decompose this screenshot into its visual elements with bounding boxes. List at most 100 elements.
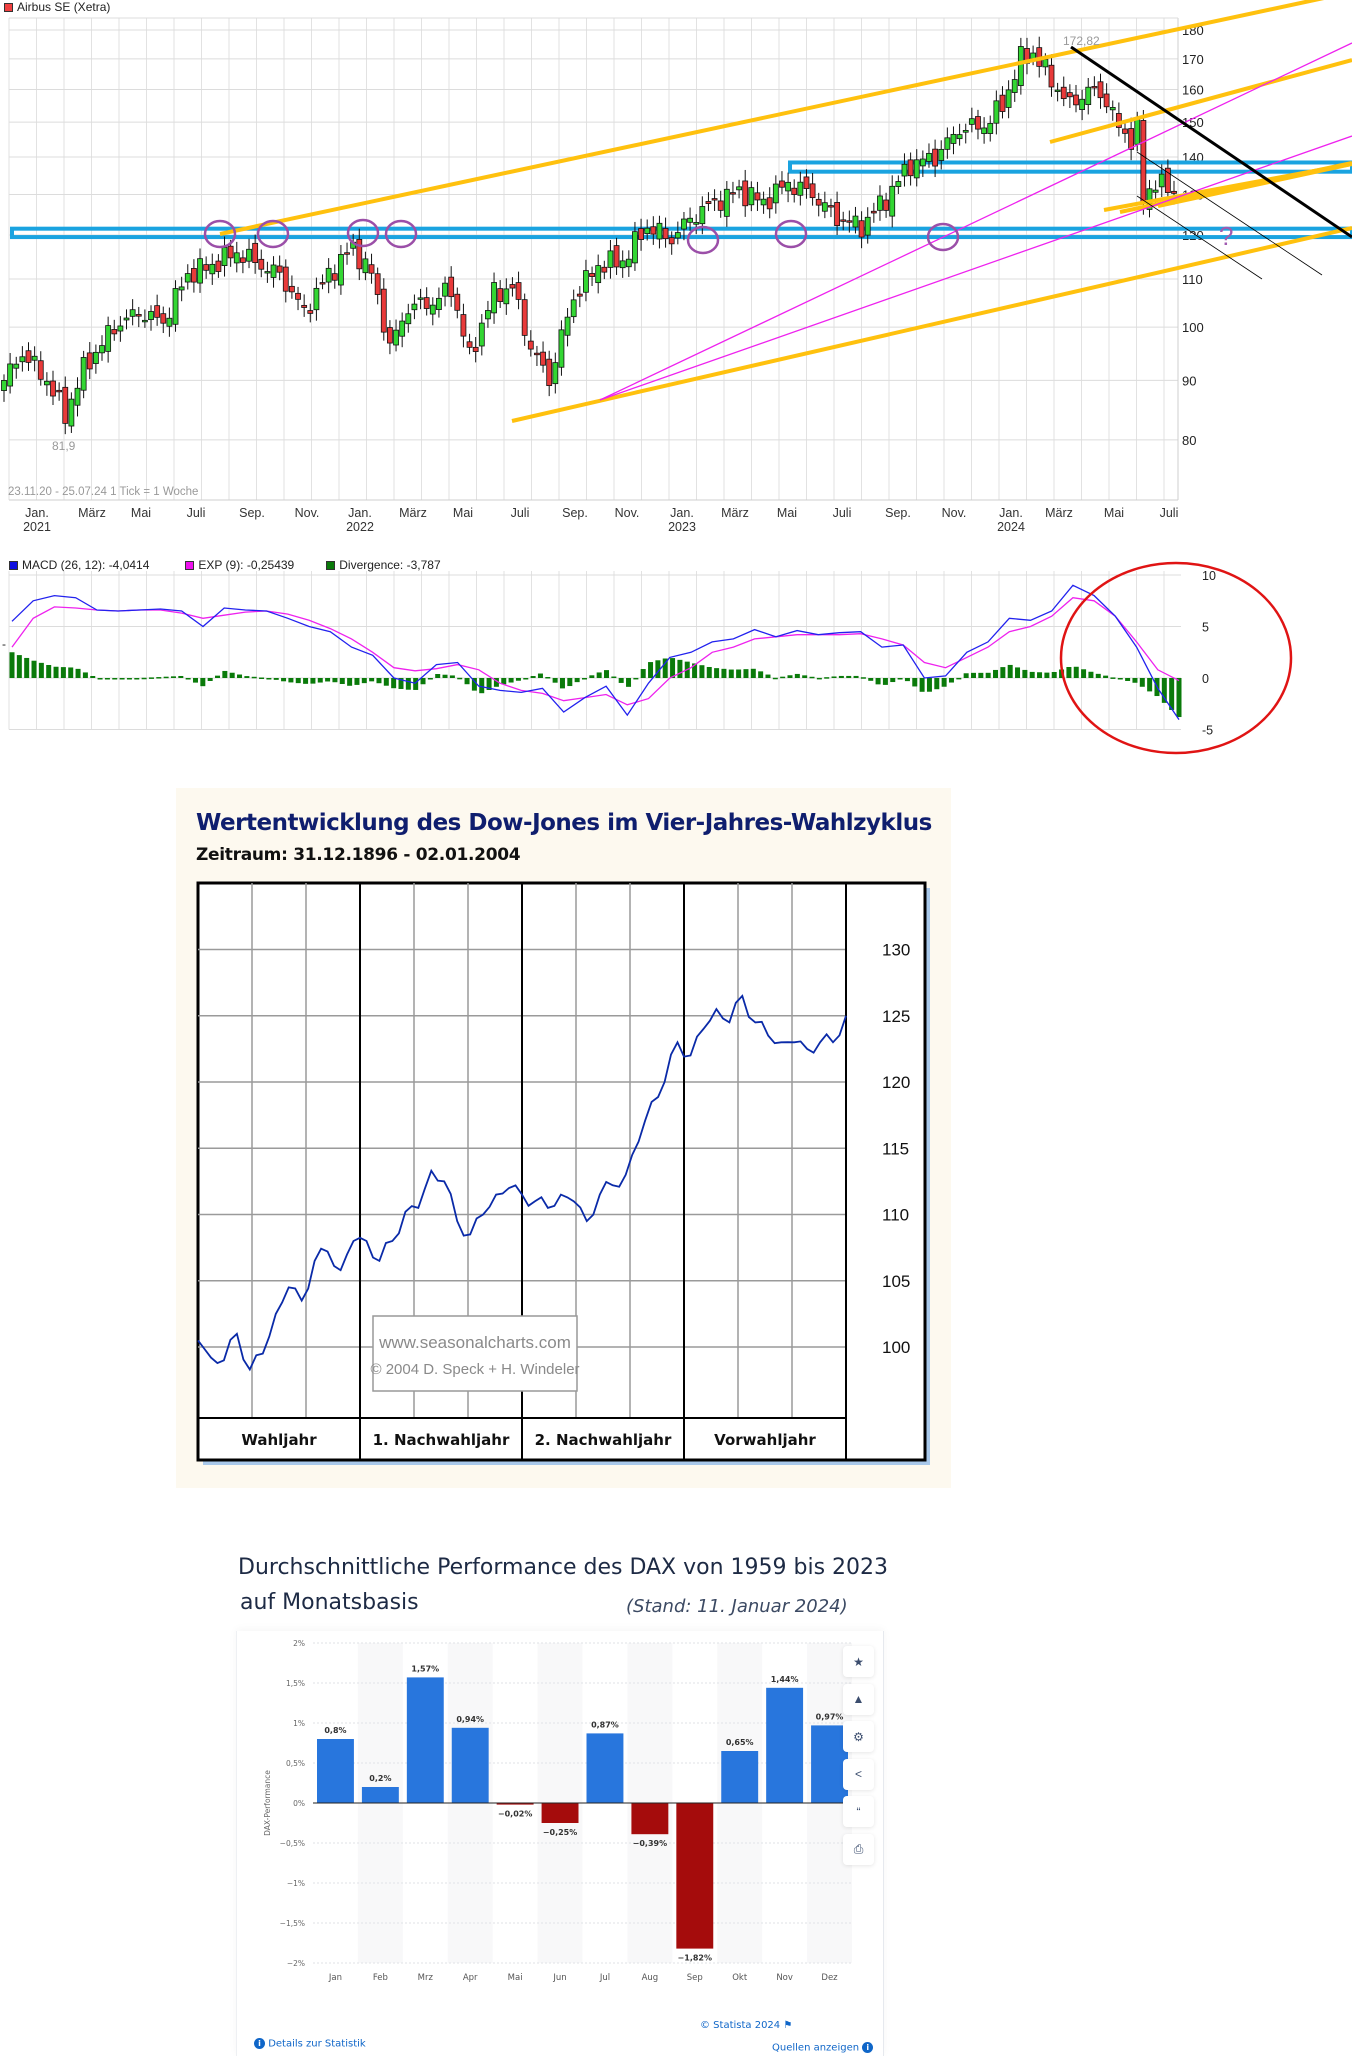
svg-text:130: 130 [882,941,910,960]
svg-text:23.11.20 - 25.07.24 1 Tick =: 23.11.20 - 25.07.24 1 Tick = 1 Woche [8,486,198,498]
y-tick-label: 100 [1182,320,1204,335]
svg-text:Apr: Apr [463,1973,478,1983]
y-tick-label: 90 [1182,373,1196,388]
dax-bar-chart: 2% 1,5% 1% 0,5% 0% −0,5% −1% −1,5% −2% DAX-Perfor… [263,1639,852,1983]
svg-text:−0,39%: −0,39% [633,1839,667,1848]
svg-text:0,94%: 0,94% [456,1715,484,1724]
svg-text:0,87%: 0,87% [591,1720,619,1729]
share-button[interactable]: < [843,1758,874,1790]
statista-copyright-link[interactable]: © Statista 2024 ⚑ [700,2020,793,2031]
svg-text:1,57%: 1,57% [411,1664,439,1673]
print-button[interactable]: ⎙ [843,1833,874,1865]
svg-text:110: 110 [882,1206,909,1225]
bell-button[interactable]: ▲ [843,1683,874,1715]
svg-text:81,9: 81,9 [52,439,76,453]
svg-text:Jan.: Jan. [999,506,1023,520]
svg-text:−1,82%: −1,82% [678,1954,712,1963]
svg-text:Mai: Mai [1104,506,1124,520]
svg-text:1,44%: 1,44% [771,1675,799,1684]
svg-text:Vorwahljahr: Vorwahljahr [714,1431,816,1449]
svg-text:0,8%: 0,8% [324,1726,346,1735]
dax-stand-date: (Stand: 11. Januar 2024) [626,1596,848,1617]
bell-icon: ▲ [852,1692,865,1706]
svg-text:1%: 1% [293,1719,305,1728]
svg-text:Jun: Jun [552,1973,566,1983]
svg-text:Jan.: Jan. [670,506,694,520]
svg-text:Juli: Juli [1160,506,1179,520]
svg-text:Mai: Mai [453,506,473,520]
svg-text:2022: 2022 [346,520,374,534]
print-icon: ⎙ [853,1841,864,1856]
svg-text:−2%: −2% [287,1959,305,1968]
svg-text:115: 115 [882,1139,909,1158]
svg-text:125: 125 [882,1007,910,1026]
svg-text:1,5%: 1,5% [286,1679,305,1688]
svg-text:www.seasonalcharts.com: www.seasonalcharts.com [378,1333,571,1352]
svg-text:Sep.: Sep. [885,506,911,520]
dax-side-toolbar: ★ ▲ ⚙ < “ ⎙ [843,1646,883,1926]
svg-text:−1,5%: −1,5% [280,1919,305,1928]
svg-text:März: März [721,506,749,520]
quote-icon: “ [856,1804,861,1819]
svg-text:?: ? [1219,221,1233,251]
star-icon: ★ [853,1654,864,1669]
svg-text:Jan.: Jan. [25,506,49,520]
info-icon: i [862,2042,874,2053]
svg-text:0,65%: 0,65% [726,1738,754,1747]
svg-text:−0,5%: −0,5% [280,1839,305,1848]
svg-text:Juli: Juli [833,506,852,520]
svg-text:Mrz: Mrz [418,1973,434,1983]
details-link[interactable]: i Details zur Statistik [254,2038,366,2050]
svg-text:Aug: Aug [642,1973,659,1983]
svg-text:Mai: Mai [508,1973,523,1983]
svg-text:-: - [2,637,6,651]
svg-text:0,2%: 0,2% [369,1774,391,1783]
svg-text:-5: -5 [1202,724,1213,738]
gear-button[interactable]: ⚙ [843,1721,874,1752]
y-tick-label: 170 [1182,52,1204,67]
star-button[interactable]: ★ [843,1646,874,1677]
y-tick-label: 160 [1182,83,1204,98]
y-tick-label: 80 [1182,433,1196,448]
svg-text:Dez: Dez [821,1973,838,1983]
dow-jones-title: Wertentwicklung des Dow-Jones im Vier-Ja… [196,810,932,836]
svg-text:Mai: Mai [777,506,797,520]
svg-text:© 2004 D. Speck + H. Windeler: © 2004 D. Speck + H. Windeler [370,1361,579,1378]
svg-text:2021: 2021 [23,520,51,534]
svg-text:120: 120 [882,1073,910,1092]
gear-icon: ⚙ [853,1729,864,1744]
svg-text:0,97%: 0,97% [816,1712,844,1721]
quote-button[interactable]: “ [843,1796,874,1827]
share-icon: < [854,1767,862,1781]
macd-chart: 10 5 0 -5 - [2,561,1293,755]
svg-text:2. Nachwahljahr: 2. Nachwahljahr [535,1431,672,1449]
svg-text:10: 10 [1202,569,1216,583]
svg-text:Nov.: Nov. [295,506,320,520]
macd-legend-divergence: Divergence: -3,787 [326,558,441,572]
dow-jones-subtitle: Zeitraum: 31.12.1896 - 02.01.2004 [196,845,521,865]
svg-text:Nov.: Nov. [615,506,640,520]
svg-text:Sep.: Sep. [239,506,265,520]
svg-text:Nov.: Nov. [942,506,967,520]
airbus-title: Airbus SE (Xetra) [17,0,111,14]
airbus-candlestick-chart: 8090100110120130140150160170180Jan.2021M… [1,0,1352,534]
sources-link[interactable]: Quellen anzeigen i [772,2042,874,2054]
macd-legend-exp: EXP (9): -0,25439 [185,558,294,572]
svg-text:172,82: 172,82 [1063,34,1100,48]
svg-text:0: 0 [1202,672,1209,686]
svg-text:2024: 2024 [997,520,1025,534]
svg-text:2%: 2% [293,1639,305,1648]
svg-text:5: 5 [1202,621,1209,635]
macd-legend-macd: MACD (26, 12): -4,0414 [9,558,149,572]
svg-text:Jan.: Jan. [348,506,372,520]
svg-text:März: März [78,506,106,520]
svg-text:0%: 0% [293,1799,305,1808]
svg-text:Feb: Feb [373,1973,388,1983]
svg-text:Wahljahr: Wahljahr [241,1431,317,1449]
svg-text:Jul: Jul [599,1973,610,1983]
svg-text:1. Nachwahljahr: 1. Nachwahljahr [373,1431,510,1449]
flag-icon: ⚑ [783,2020,793,2031]
macd-legend: MACD (26, 12): -4,0414 EXP (9): -0,25439… [9,558,441,572]
svg-text:DAX-Performance: DAX-Performance [263,1770,272,1836]
dax-title-line2: auf Monatsbasis [240,1590,419,1615]
